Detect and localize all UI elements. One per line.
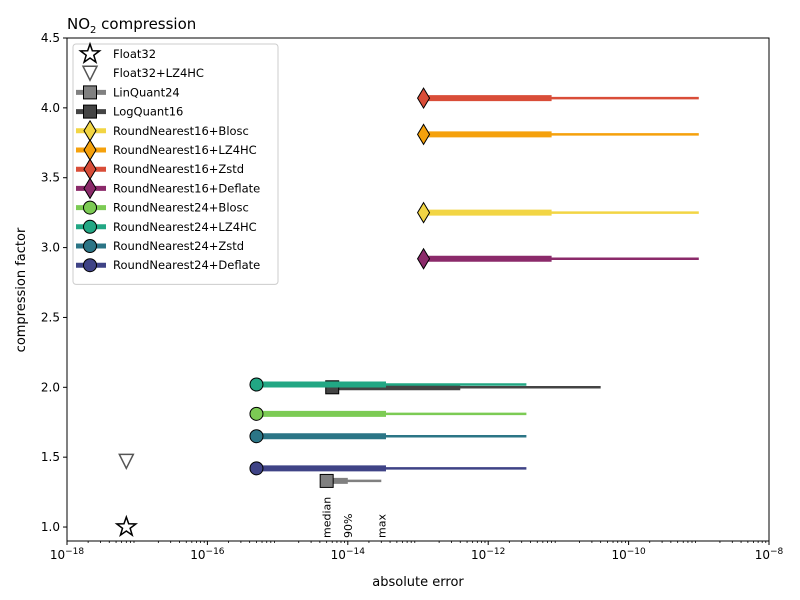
legend-entry: Float32+LZ4HC xyxy=(81,65,204,82)
x-axis-label: absolute error xyxy=(372,575,464,590)
data-point-marker xyxy=(249,429,264,444)
series-roundnearest16-lz4hc xyxy=(416,123,699,146)
legend-marker xyxy=(83,177,97,200)
legend-marker xyxy=(83,239,97,253)
x-axis-ticks: 10−18 10−16 10−14 10−12 10−10 10−8 xyxy=(50,541,784,562)
x-tick-label: 10−10 xyxy=(611,547,646,562)
series-linquant24 xyxy=(319,473,382,488)
legend-entry: LogQuant16 xyxy=(76,104,183,119)
data-point-marker xyxy=(319,473,334,488)
legend-marker xyxy=(83,258,97,273)
y-axis-ticks: 1.0 1.5 2.0 2.5 3.0 3.5 4.0 4.5 xyxy=(41,31,67,534)
y-tick-label: 1.5 xyxy=(41,450,60,464)
data-point-marker xyxy=(249,461,264,476)
legend-label: Float32+LZ4HC xyxy=(113,66,204,80)
annotation-label: 90% xyxy=(342,514,355,538)
legend-entry: RoundNearest24+Deflate xyxy=(76,258,260,273)
y-tick-label: 4.5 xyxy=(41,31,60,45)
data-point-marker xyxy=(416,123,431,146)
legend-entry: RoundNearest16+Blosc xyxy=(76,119,249,142)
legend-marker xyxy=(83,200,97,215)
plot-frame xyxy=(66,37,770,542)
y-tick-label: 3.0 xyxy=(41,241,60,255)
legend-marker xyxy=(83,104,97,119)
legend-label: LogQuant16 xyxy=(113,105,183,119)
data-point-marker xyxy=(118,453,135,471)
series-roundnearest24-deflate xyxy=(249,461,527,476)
legend-entry: RoundNearest16+Deflate xyxy=(76,177,260,200)
data-point-marker xyxy=(249,406,264,421)
y-tick-label: 3.5 xyxy=(41,171,60,185)
legend-marker xyxy=(81,65,99,82)
y-tick-label: 2.5 xyxy=(41,310,60,324)
legend-label: RoundNearest16+LZ4HC xyxy=(113,143,257,157)
legend-box xyxy=(72,43,279,285)
annotation-label: max xyxy=(375,514,388,538)
annotation-label: median xyxy=(321,497,334,538)
legend-label: RoundNearest24+Deflate xyxy=(113,258,260,272)
series-layer xyxy=(114,87,699,537)
legend-entry: RoundNearest16+Zstd xyxy=(76,158,244,181)
legend-label: RoundNearest16+Deflate xyxy=(113,181,260,195)
legend-label: RoundNearest16+Blosc xyxy=(113,124,249,138)
series-float32-lz4hc xyxy=(118,453,135,471)
x-tick-label: 10−8 xyxy=(755,547,784,562)
y-tick-label: 4.0 xyxy=(41,101,60,115)
legend-label: LinQuant24 xyxy=(113,85,180,99)
series-roundnearest24-blosc xyxy=(249,406,527,421)
y-axis-label: compression factor xyxy=(14,227,29,352)
legend-marker xyxy=(83,85,97,100)
data-point-marker xyxy=(249,377,264,392)
chart-title: NO2 compression xyxy=(67,15,196,36)
data-point-marker xyxy=(114,514,139,537)
legend-entry: RoundNearest24+Zstd xyxy=(76,239,244,253)
legend-entry: RoundNearest24+Blosc xyxy=(76,200,249,215)
x-tick-label: 10−12 xyxy=(471,547,505,562)
x-tick-label: 10−16 xyxy=(190,547,225,562)
series-roundnearest16-zstd xyxy=(416,87,699,110)
series-float32 xyxy=(114,514,139,537)
data-point-marker xyxy=(416,87,431,110)
series-roundnearest24-zstd xyxy=(249,429,527,444)
legend-marker xyxy=(78,41,102,64)
legend-label: Float32 xyxy=(113,47,156,61)
legend-entry: LinQuant24 xyxy=(76,85,180,100)
legend-label: RoundNearest16+Zstd xyxy=(113,162,244,176)
legend: Float32 Float32+LZ4HC LinQuant24 LogQuant16… xyxy=(72,41,279,285)
legend-entry: RoundNearest24+LZ4HC xyxy=(76,219,257,234)
legend-label: RoundNearest24+Zstd xyxy=(113,239,244,253)
legend-entry: Float32 xyxy=(78,41,156,64)
series-roundnearest24-lz4hc xyxy=(249,377,527,392)
y-tick-label: 1.0 xyxy=(41,520,60,534)
annotation-layer: median 90% max xyxy=(321,497,389,538)
x-tick-label: 10−18 xyxy=(50,547,85,562)
x-tick-label: 10−14 xyxy=(331,547,366,562)
legend-marker xyxy=(83,219,97,234)
data-point-marker xyxy=(416,247,431,270)
legend-label: RoundNearest24+LZ4HC xyxy=(113,220,257,234)
series-roundnearest16-deflate xyxy=(416,247,699,270)
series-roundnearest16-blosc xyxy=(416,201,699,224)
y-tick-label: 2.0 xyxy=(41,380,60,394)
data-point-marker xyxy=(416,201,431,224)
legend-label: RoundNearest24+Blosc xyxy=(113,201,249,215)
